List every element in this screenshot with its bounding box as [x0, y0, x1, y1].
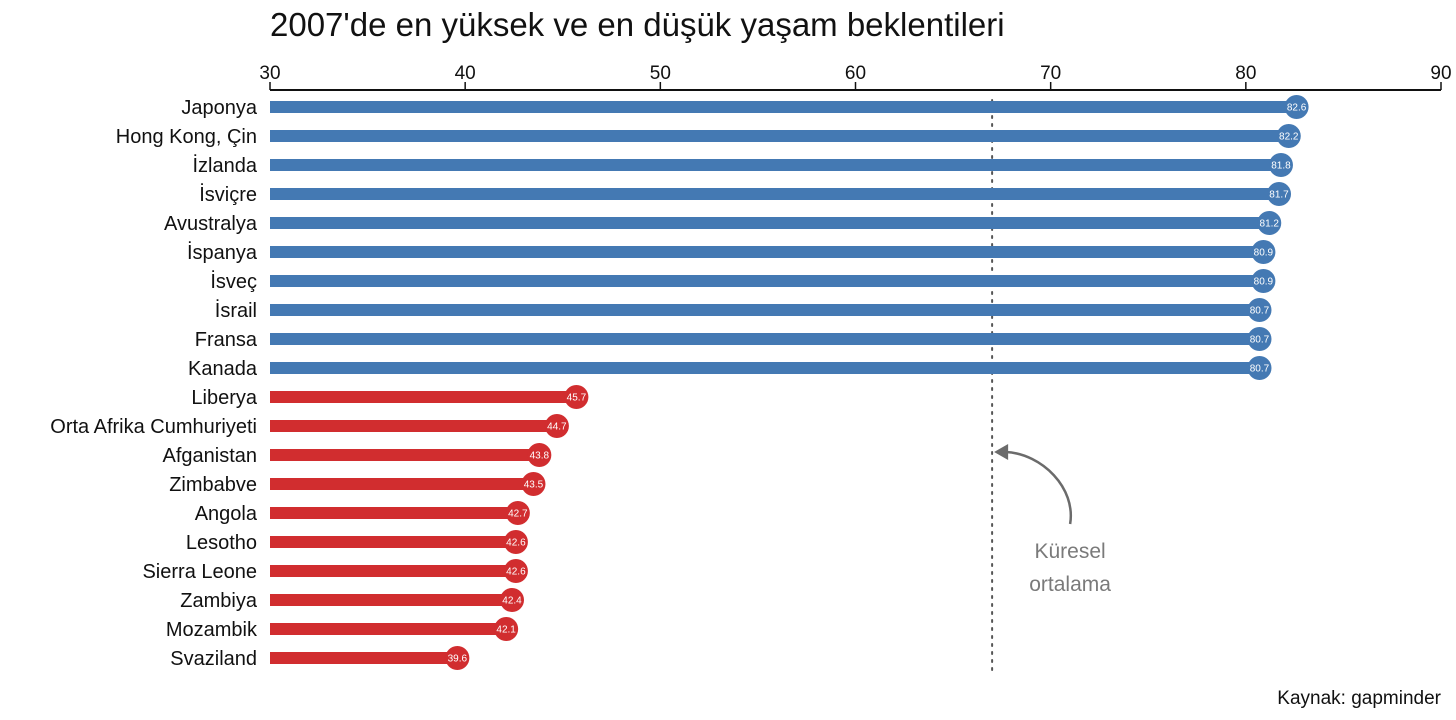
category-label: Angola — [195, 503, 258, 525]
bar — [270, 130, 1289, 142]
value-dot — [1251, 269, 1276, 293]
value-label: 42.6 — [506, 538, 526, 549]
category-label: İsviçre — [199, 183, 257, 206]
value-dot — [503, 530, 528, 554]
x-tick-label: 40 — [455, 63, 476, 84]
x-tick-label: 60 — [845, 63, 866, 84]
category-label: Avustralya — [164, 213, 258, 235]
value-label: 39.6 — [448, 654, 468, 665]
bar — [270, 304, 1260, 316]
value-dot — [1247, 327, 1272, 351]
value-label: 80.9 — [1254, 277, 1274, 288]
category-label: Fransa — [195, 329, 258, 351]
value-dot — [500, 588, 525, 612]
value-label: 42.1 — [496, 625, 516, 636]
annotation-arrow — [1006, 450, 1073, 525]
value-dot — [1267, 182, 1292, 206]
value-label: 80.9 — [1254, 248, 1274, 259]
x-tick-label: 90 — [1430, 63, 1451, 84]
bar — [270, 652, 458, 664]
value-dot — [1284, 95, 1309, 119]
bar — [270, 507, 518, 519]
category-label: İsrail — [215, 299, 257, 322]
x-tick-label: 30 — [259, 63, 280, 84]
value-dot — [1251, 240, 1276, 264]
category-label: Afganistan — [162, 445, 257, 467]
bar — [270, 333, 1260, 345]
bar — [270, 478, 534, 490]
value-label: 81.2 — [1260, 219, 1280, 230]
value-label: 42.7 — [508, 509, 528, 520]
bar — [270, 246, 1264, 258]
x-axis: 30 40 50 60 70 80 90 — [259, 63, 1452, 91]
reference-line-label-line1: Küresel — [1035, 540, 1106, 563]
value-label: 82.2 — [1279, 132, 1299, 143]
bar — [270, 449, 540, 461]
bar — [270, 188, 1280, 200]
value-label: 45.7 — [567, 393, 587, 404]
category-label: Svaziland — [170, 648, 257, 670]
category-label: Zimbabve — [169, 474, 257, 496]
value-label: 43.5 — [524, 480, 544, 491]
bar — [270, 536, 516, 548]
category-label: İsveç — [210, 270, 257, 293]
value-label: 81.7 — [1269, 190, 1289, 201]
value-label: 42.4 — [502, 596, 522, 607]
bar — [270, 362, 1260, 374]
annotation-arrowhead — [994, 444, 1009, 460]
value-dot — [564, 385, 589, 409]
value-dot — [1276, 124, 1301, 148]
category-label: Zambiya — [180, 590, 258, 612]
value-label: 80.7 — [1250, 306, 1270, 317]
value-label: 80.7 — [1250, 364, 1270, 375]
category-label: Kanada — [188, 358, 258, 380]
category-label: İzlanda — [193, 154, 258, 177]
bar — [270, 217, 1270, 229]
category-label: Orta Afrika Cumhuriyeti — [50, 416, 257, 438]
value-dot — [503, 559, 528, 583]
value-dot — [544, 414, 569, 438]
bar — [270, 594, 513, 606]
value-label: 80.7 — [1250, 335, 1270, 346]
bars: 82.6 82.2 81.8 81.7 81.2 80.9 80.9 80.7 80.7 80.7… — [270, 95, 1309, 670]
x-tick-label: 50 — [650, 63, 671, 84]
category-label: Liberya — [191, 387, 257, 409]
category-label: İspanya — [187, 241, 258, 264]
value-dot — [445, 646, 470, 670]
value-label: 82.6 — [1287, 103, 1307, 114]
value-dot — [521, 472, 546, 496]
chart-title: 2007'de en yüksek ve en düşük yaşam bekl… — [270, 6, 1005, 43]
bar — [270, 420, 557, 432]
category-label: Sierra Leone — [142, 561, 257, 583]
value-dot — [1257, 211, 1282, 235]
value-dot — [1247, 356, 1272, 380]
value-dot — [494, 617, 519, 641]
source-note: Kaynak: gapminder — [1277, 688, 1441, 709]
bar — [270, 565, 516, 577]
value-label: 42.6 — [506, 567, 526, 578]
value-label: 43.8 — [530, 451, 550, 462]
category-label: Mozambik — [166, 619, 258, 641]
category-label: Lesotho — [186, 532, 257, 554]
x-tick-label: 80 — [1235, 63, 1256, 84]
value-dot — [1268, 153, 1293, 177]
bar — [270, 101, 1297, 113]
bar — [270, 275, 1264, 287]
category-labels: Japonya Hong Kong, Çin İzlanda İsviçre Avust… — [50, 97, 258, 670]
bar — [270, 159, 1281, 171]
value-label: 44.7 — [547, 422, 567, 433]
bar — [270, 623, 507, 635]
x-tick-label: 70 — [1040, 63, 1061, 84]
value-dot — [1247, 298, 1272, 322]
category-label: Japonya — [181, 97, 257, 119]
reference-line-label-line2: ortalama — [1029, 573, 1111, 596]
value-dot — [505, 501, 530, 525]
category-label: Hong Kong, Çin — [116, 126, 257, 148]
bar — [270, 391, 577, 403]
value-dot — [527, 443, 552, 467]
annotation: Küresel ortalama — [994, 444, 1111, 596]
value-label: 81.8 — [1271, 161, 1291, 172]
